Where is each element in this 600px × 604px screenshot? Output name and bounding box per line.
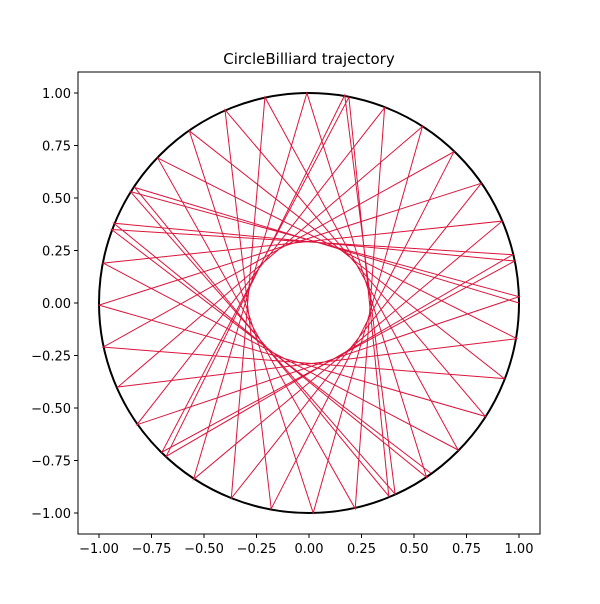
x-tick-label: 1.00 [505, 542, 534, 557]
chart-title: CircleBilliard trajectory [223, 50, 395, 68]
y-tick-label: −0.75 [31, 455, 71, 470]
y-tick-label: 1.00 [42, 87, 71, 102]
boundary-circle [98, 92, 520, 514]
x-tick-label: 0.00 [295, 542, 324, 557]
y-tick-label: 0.75 [42, 140, 71, 155]
y-tick-label: −0.25 [31, 350, 71, 365]
x-tick-label: −0.50 [184, 542, 224, 557]
y-tick-label: 0.50 [42, 192, 71, 207]
x-tick-label: 0.75 [452, 542, 481, 557]
y-tick-label: −1.00 [31, 507, 71, 522]
y-tick-label: −0.50 [31, 402, 71, 417]
x-tick-label: 0.50 [400, 542, 429, 557]
x-tick-label: −1.00 [79, 542, 119, 557]
y-tick-label: 0.25 [42, 245, 71, 260]
x-tick-label: −0.75 [132, 542, 172, 557]
trajectory [97, 91, 521, 515]
x-tick-label: 0.25 [347, 542, 376, 557]
axes-frame [77, 71, 541, 535]
y-tick-label: 0.00 [42, 297, 71, 312]
x-tick-label: −0.25 [237, 542, 277, 557]
